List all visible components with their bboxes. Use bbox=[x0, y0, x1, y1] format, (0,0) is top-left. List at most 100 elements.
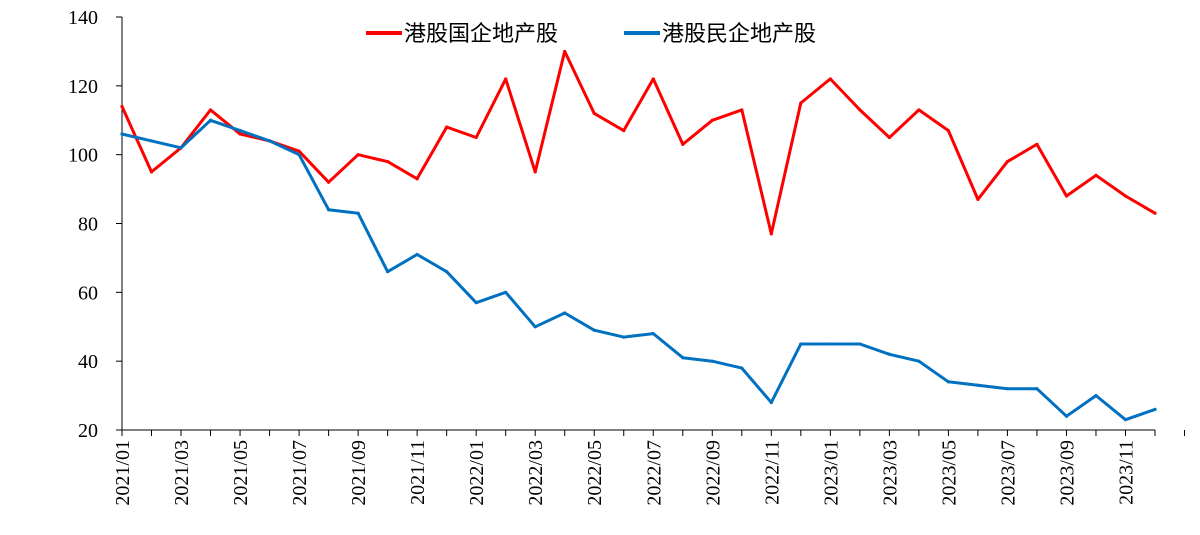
series-1-point bbox=[533, 170, 537, 174]
series-2-point bbox=[828, 342, 832, 346]
x-tick-label: 2022/05 bbox=[584, 440, 606, 506]
x-tick-label: 2022/11 bbox=[761, 440, 783, 505]
series-2-point bbox=[710, 359, 714, 363]
series-1-point bbox=[710, 118, 714, 122]
series-2-point bbox=[592, 328, 596, 332]
series-1-point bbox=[149, 170, 154, 174]
series-1-point bbox=[828, 77, 832, 81]
series-2-point bbox=[297, 153, 301, 157]
series-2-point bbox=[445, 270, 449, 274]
series-1-point bbox=[120, 104, 124, 109]
series-1-point bbox=[504, 77, 508, 81]
legend: 港股国企地产股 港股民企地产股 bbox=[366, 22, 816, 47]
series-1-point bbox=[1123, 194, 1128, 198]
series-2-point bbox=[267, 139, 272, 143]
series-1-point bbox=[563, 49, 567, 54]
series-2-point bbox=[1035, 387, 1039, 391]
series-1-point bbox=[651, 77, 655, 81]
series-1-point bbox=[474, 135, 478, 140]
series-2-point bbox=[1123, 418, 1128, 422]
series-2-point bbox=[917, 359, 921, 363]
x-tick-label: 2023/07 bbox=[997, 440, 1019, 506]
series-1-point bbox=[356, 153, 360, 157]
series-2-point bbox=[769, 400, 773, 405]
series-2-point bbox=[208, 118, 213, 122]
series-2-point bbox=[946, 380, 951, 384]
y-tick-label: 80 bbox=[78, 214, 98, 236]
series-1-point bbox=[592, 111, 596, 115]
series-2-point bbox=[415, 252, 419, 257]
x-tick-label: 2022/03 bbox=[525, 440, 547, 506]
series-1-point bbox=[208, 108, 213, 112]
y-tick-label: 60 bbox=[78, 282, 98, 304]
series-2-point bbox=[120, 132, 124, 136]
series-1-point bbox=[917, 108, 921, 112]
series-1-point bbox=[769, 232, 773, 236]
series-1-point bbox=[681, 142, 685, 146]
x-tick-label: 2023/03 bbox=[879, 440, 901, 506]
x-tick-label: 2021/09 bbox=[348, 440, 370, 506]
x-tick-label: 2023/01 bbox=[820, 440, 842, 506]
series-2-point bbox=[799, 342, 803, 346]
x-tick-label: 2022/09 bbox=[702, 440, 724, 506]
series-2-point bbox=[1005, 387, 1010, 391]
series-1-point bbox=[858, 108, 862, 112]
series-2-point bbox=[740, 366, 744, 370]
x-tick-label: 2022/07 bbox=[643, 440, 665, 506]
series-1-point bbox=[415, 177, 419, 181]
series-1-point bbox=[386, 159, 390, 164]
series-1-point bbox=[740, 108, 744, 112]
series-1-point bbox=[297, 149, 301, 153]
series-1-point bbox=[622, 128, 626, 133]
legend-label-2: 港股民企地产股 bbox=[662, 22, 816, 47]
series-2-point bbox=[1064, 414, 1069, 418]
series-2-point bbox=[533, 325, 537, 329]
series-2-point bbox=[858, 342, 862, 346]
series-2-point bbox=[386, 270, 390, 274]
series-1-point bbox=[238, 132, 242, 136]
axes: 20 40 60 80 100 120 140 2021/01 2021/03 2021/05 20… bbox=[68, 7, 1186, 506]
x-tick-label: 2021/05 bbox=[230, 440, 252, 506]
series-1-point bbox=[799, 101, 803, 105]
series-1-point bbox=[445, 125, 449, 129]
series-1-point bbox=[327, 180, 331, 184]
series-2-point bbox=[1153, 407, 1157, 411]
y-tick-label: 40 bbox=[78, 351, 98, 373]
series-1-point bbox=[946, 128, 951, 133]
series-2-point bbox=[681, 356, 685, 360]
series-2-point bbox=[327, 208, 331, 212]
series-2-point bbox=[149, 139, 154, 143]
series-2-point bbox=[651, 332, 655, 336]
series-line-2 bbox=[120, 118, 1157, 422]
series-1-point bbox=[1035, 142, 1039, 146]
series-2-point bbox=[563, 311, 567, 315]
series-2-point bbox=[1094, 393, 1098, 398]
series-1-point bbox=[1064, 194, 1069, 198]
x-tick-label: 2021/03 bbox=[171, 440, 193, 506]
y-tick-label: 20 bbox=[78, 420, 98, 442]
y-tick-label: 140 bbox=[68, 7, 98, 29]
series-1-point bbox=[976, 197, 980, 202]
x-tick-label: 2022/01 bbox=[466, 440, 488, 506]
y-tick-label: 120 bbox=[68, 76, 98, 98]
series-2-point bbox=[179, 146, 183, 150]
x-tick-label: 2021/01 bbox=[112, 440, 134, 506]
series-2-point bbox=[976, 383, 980, 387]
series-2-point bbox=[504, 290, 508, 294]
x-tick-label: 2023/09 bbox=[1056, 440, 1078, 506]
series-1-point bbox=[1153, 211, 1157, 215]
series-2-point bbox=[474, 301, 478, 305]
series-2-point bbox=[356, 211, 360, 215]
series-2-point bbox=[622, 335, 626, 339]
x-tick-label: 2023/05 bbox=[938, 440, 960, 506]
x-tick-label: 2023/11 bbox=[1115, 440, 1137, 505]
series-1-point bbox=[887, 135, 891, 140]
x-tick-label: 2021/11 bbox=[407, 440, 429, 505]
series-2-point bbox=[887, 352, 891, 356]
x-tick-label: 2021/07 bbox=[289, 440, 311, 506]
series-1-point bbox=[1005, 159, 1010, 164]
series-2-point bbox=[238, 128, 242, 133]
series-line-1 bbox=[120, 49, 1157, 236]
y-tick-label: 100 bbox=[68, 145, 98, 167]
